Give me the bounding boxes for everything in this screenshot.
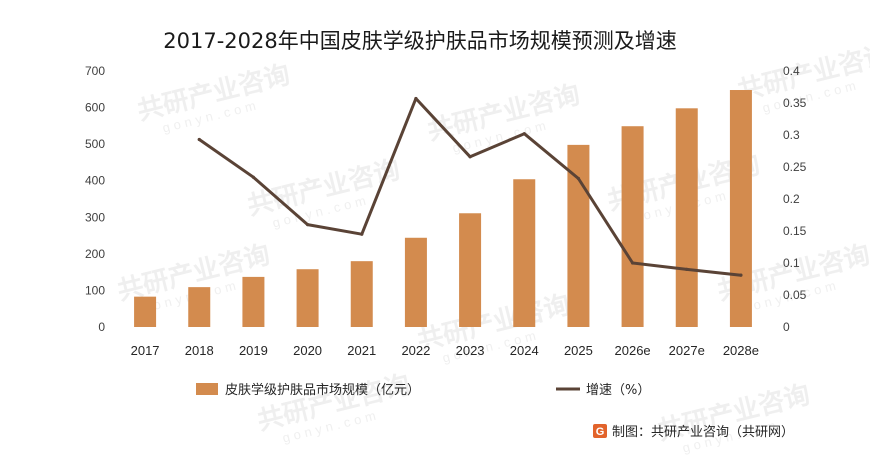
category-label: 2028e — [723, 343, 759, 358]
left-tick-label: 0 — [98, 320, 105, 334]
category-label: 2026e — [615, 343, 651, 358]
left-tick-label: 500 — [85, 137, 105, 151]
line-series — [197, 96, 743, 277]
growth-point-2028e — [739, 273, 743, 277]
chart-title: 2017-2028年中国皮肤学级护肤品市场规模预测及增速 — [163, 29, 676, 53]
legend-bar-label: 皮肤学级护肤品市场规模（亿元） — [225, 382, 420, 398]
bar-series — [134, 90, 752, 327]
source-text: 制图：共研产业咨询（共研网） — [612, 425, 794, 440]
growth-point-2023 — [468, 155, 472, 159]
legend-bar-swatch — [196, 383, 218, 395]
category-label: 2019 — [239, 343, 268, 358]
category-label: 2024 — [510, 343, 539, 358]
growth-point-2026e — [630, 261, 635, 265]
bar-2017 — [134, 296, 157, 327]
bar-2027e — [675, 108, 698, 327]
bar-2021 — [350, 261, 373, 327]
bar-2026e — [621, 126, 644, 327]
left-tick-label: 400 — [85, 174, 105, 188]
right-tick-label: 0.2 — [783, 192, 800, 206]
right-tick-label: 0.4 — [783, 64, 800, 78]
bar-2018 — [188, 287, 211, 327]
svg-text:G: G — [596, 426, 605, 438]
growth-point-2020 — [305, 223, 310, 227]
gonyn-logo-icon: G — [593, 424, 607, 438]
left-tick-label: 200 — [85, 247, 105, 261]
bar-2019 — [242, 276, 265, 327]
left-axis-ticks: 0 100 200 300 400 500 600 700 — [85, 64, 105, 334]
bar-2020 — [296, 269, 319, 327]
right-tick-label: 0 — [783, 320, 790, 334]
bar-2028e — [729, 90, 752, 327]
left-tick-label: 700 — [85, 64, 105, 78]
legend: 皮肤学级护肤品市场规模（亿元） 增速（%） — [196, 382, 650, 398]
left-tick-label: 100 — [85, 283, 105, 297]
left-tick-label: 300 — [85, 210, 105, 224]
bar-2022 — [404, 237, 427, 327]
growth-point-2022 — [414, 96, 418, 101]
category-label: 2022 — [401, 343, 430, 358]
growth-point-2019 — [251, 175, 256, 179]
category-label: 2017 — [131, 343, 160, 358]
bar-2024 — [513, 179, 536, 327]
bar-2025 — [567, 144, 590, 327]
right-tick-label: 0.05 — [783, 288, 807, 302]
left-tick-label: 600 — [85, 101, 105, 115]
category-label: 2025 — [564, 343, 593, 358]
category-label: 2018 — [185, 343, 214, 358]
right-axis-ticks: 0 0.05 0.1 0.15 0.2 0.25 0.3 0.35 0.4 — [783, 64, 807, 334]
right-tick-label: 0.25 — [783, 160, 807, 174]
category-label: 2021 — [347, 343, 376, 358]
right-tick-label: 0.3 — [783, 128, 800, 142]
growth-point-2024 — [522, 132, 526, 136]
category-label: 2020 — [293, 343, 322, 358]
source-credit: G 制图：共研产业咨询（共研网） — [593, 424, 794, 440]
bar-2023 — [459, 213, 482, 327]
growth-point-2027e — [685, 267, 689, 271]
right-tick-label: 0.15 — [783, 224, 807, 238]
category-label: 2023 — [456, 343, 485, 358]
category-labels: 2017 2018 2019 2020 2021 2022 2023 2024 2025 2026… — [131, 343, 759, 358]
right-tick-label: 0.1 — [783, 256, 800, 270]
right-tick-label: 0.35 — [783, 96, 807, 110]
growth-point-2018 — [197, 137, 201, 142]
growth-point-2025 — [576, 176, 581, 181]
growth-point-2021 — [360, 232, 364, 236]
category-label: 2027e — [669, 343, 705, 358]
legend-line-label: 增速（%） — [586, 383, 650, 398]
